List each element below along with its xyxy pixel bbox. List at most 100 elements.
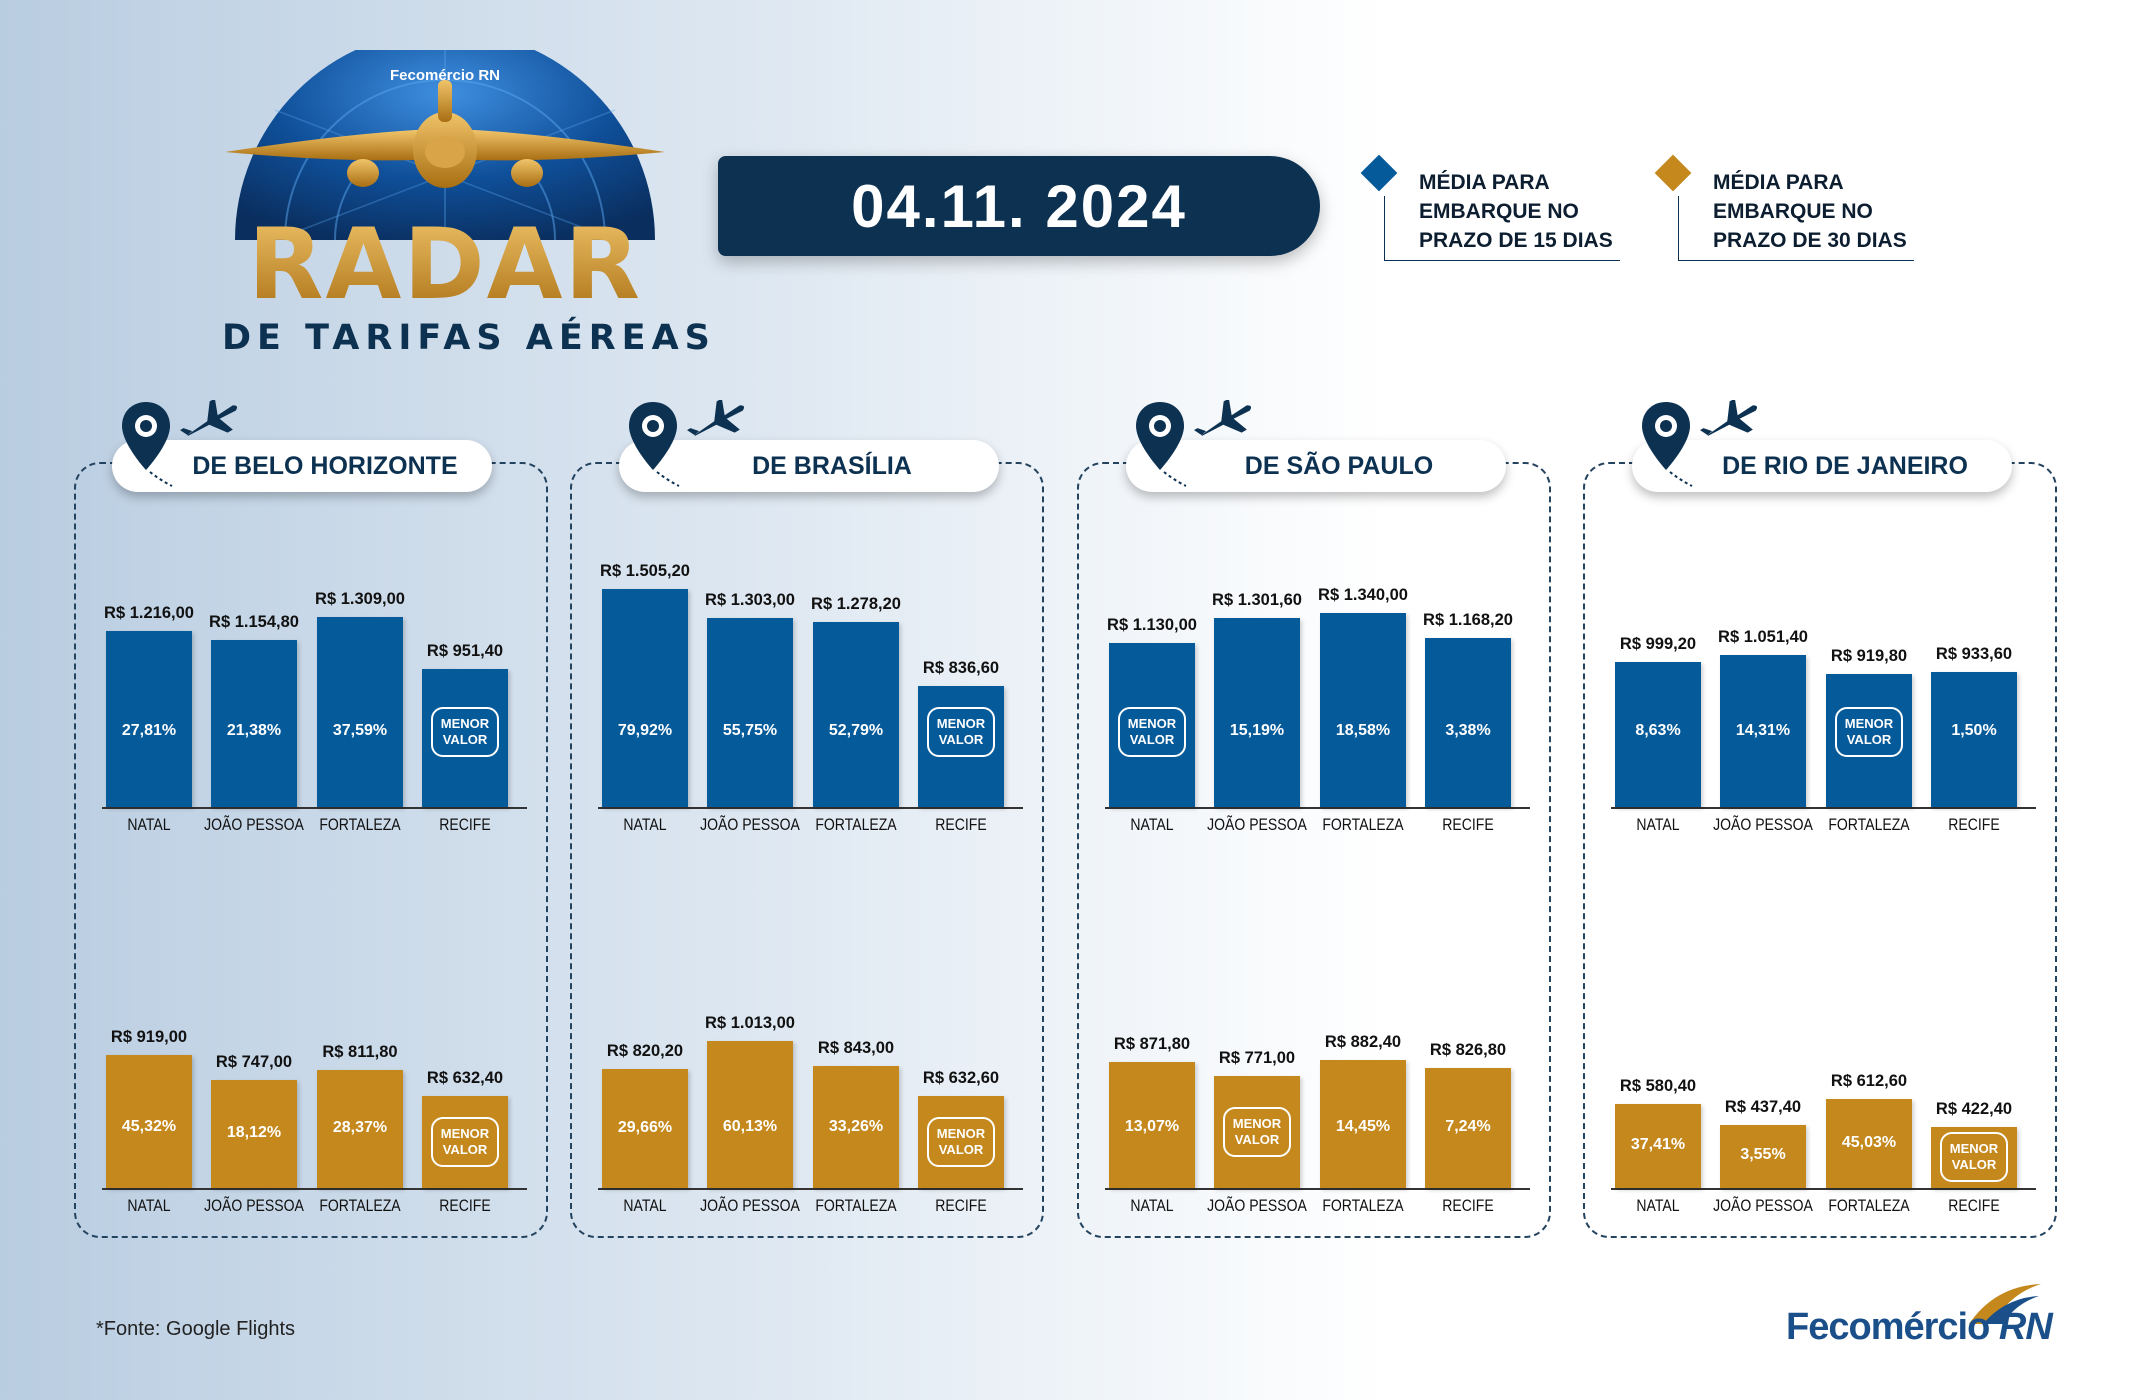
- bar-value-label: R$ 612,60: [1830, 1072, 1908, 1091]
- bar-value-label: R$ 1.301,60: [1212, 591, 1302, 610]
- panel-title-pill: [112, 440, 492, 492]
- map-pin-airplane-icon: [629, 400, 745, 487]
- bar: [813, 1065, 899, 1188]
- bar-percent-label: 45,32%: [121, 1118, 177, 1135]
- city-label: JOÃO PESSOA: [1713, 816, 1813, 834]
- bar-value-label: R$ 826,80: [1429, 1041, 1507, 1060]
- bar-percent-label: 1,50%: [1951, 722, 1997, 739]
- legend-line: MÉDIA PARA: [1713, 171, 1844, 194]
- city-label: RECIFE: [439, 816, 491, 834]
- chart-baseline: [1611, 1188, 2036, 1190]
- bar: [211, 639, 297, 807]
- city-label: JOÃO PESSOA: [1713, 1197, 1813, 1215]
- map-pin-airplane-icon: [122, 400, 238, 487]
- panel-title-pill: [619, 440, 999, 492]
- city-label: FORTALEZA: [815, 816, 897, 834]
- city-label: FORTALEZA: [1828, 816, 1910, 834]
- bar-value-label: R$ 919,00: [110, 1027, 188, 1046]
- lowest-price-badge: MENOR VALOR: [1118, 707, 1186, 757]
- bar-percent-label: 3,55%: [1740, 1146, 1786, 1164]
- bar: [317, 617, 403, 807]
- bar-value-label: R$ 771,00: [1218, 1049, 1296, 1068]
- bar-value-label: R$ 1.278,20: [811, 594, 901, 613]
- bar-value-label: R$ 999,20: [1619, 635, 1697, 654]
- bar-percent-label: 21,38%: [226, 722, 282, 739]
- lowest-price-badge: MENOR VALOR: [1223, 1107, 1291, 1158]
- bar-percent-label: 3,38%: [1445, 722, 1491, 739]
- brand-small: Fecomércio RN: [390, 67, 500, 84]
- bar-percent-label: 8,63%: [1635, 722, 1681, 739]
- city-label: NATAL: [623, 1197, 667, 1215]
- bar: [707, 1041, 793, 1188]
- bar: [707, 618, 793, 807]
- bar: [813, 621, 899, 807]
- lowest-price-badge: MENOR VALOR: [927, 707, 995, 757]
- city-label: JOÃO PESSOA: [700, 1197, 800, 1215]
- bar-value-label: R$ 871,80: [1113, 1034, 1191, 1053]
- diamond-icon: [1654, 154, 1692, 192]
- panel-title: DE RIO DE JANEIRO: [1722, 452, 1968, 480]
- bar-value-label: R$ 1.013,00: [705, 1014, 795, 1033]
- legend-line: EMBARQUE NO: [1713, 200, 1873, 223]
- bar-percent-label: 29,66%: [617, 1118, 673, 1136]
- city-label: RECIFE: [1442, 816, 1494, 834]
- bar-percent-label: 15,19%: [1229, 722, 1285, 739]
- logo-subtitle: DE TARIFAS AÉREAS: [222, 318, 716, 358]
- airplane-icon: [225, 80, 665, 188]
- bar: [1425, 637, 1511, 807]
- bar: [1320, 612, 1406, 807]
- chart-baseline: [1105, 1188, 1530, 1190]
- city-label: NATAL: [127, 1197, 171, 1215]
- footer-brand-logo: Fecomércio RN: [1786, 1306, 2053, 1349]
- city-label: NATAL: [1636, 1197, 1680, 1215]
- bar-value-label: R$ 811,80: [322, 1043, 398, 1062]
- panel-title: DE SÃO PAULO: [1244, 452, 1434, 480]
- bar-percent-label: 45,03%: [1841, 1133, 1897, 1151]
- city-label: RECIFE: [935, 1197, 987, 1215]
- bar-value-label: R$ 951,40: [426, 642, 504, 661]
- city-label: FORTALEZA: [319, 1197, 401, 1215]
- bar-percent-label: 79,92%: [617, 722, 673, 739]
- bar-value-label: R$ 437,40: [1724, 1097, 1802, 1116]
- map-pin-airplane-icon: [1642, 400, 1758, 487]
- bar-value-label: R$ 422,40: [1935, 1099, 2013, 1118]
- bar-value-label: R$ 933,60: [1935, 644, 2013, 663]
- lowest-price-badge: MENOR VALOR: [431, 707, 499, 757]
- radar-logo: Fecomércio RN RADAR: [225, 50, 665, 320]
- bar-percent-label: 55,75%: [722, 722, 778, 739]
- lowest-price-badge: MENOR VALOR: [1940, 1132, 2008, 1183]
- bar: [1109, 643, 1195, 807]
- bar-value-label: R$ 1.168,20: [1423, 610, 1513, 629]
- chart-baseline: [598, 807, 1023, 809]
- diamond-icon: [1360, 154, 1398, 192]
- bar: [106, 1054, 192, 1188]
- city-label: JOÃO PESSOA: [204, 1197, 304, 1215]
- legend-line: EMBARQUE NO: [1419, 200, 1579, 223]
- city-label: NATAL: [1636, 816, 1680, 834]
- bar: [1826, 673, 1912, 807]
- legend-line: PRAZO DE 30 DIAS: [1713, 229, 1907, 252]
- chart-baseline: [598, 1188, 1023, 1190]
- bar: [602, 1069, 688, 1188]
- city-label: FORTALEZA: [1322, 1197, 1404, 1215]
- city-label: FORTALEZA: [319, 816, 401, 834]
- city-label: JOÃO PESSOA: [1207, 816, 1307, 834]
- bar-percent-label: 14,31%: [1735, 722, 1791, 739]
- bar-value-label: R$ 1.154,80: [209, 612, 299, 631]
- city-label: RECIFE: [1948, 1197, 2000, 1215]
- bar: [1320, 1060, 1406, 1188]
- bar-value-label: R$ 882,40: [1324, 1033, 1402, 1052]
- bar-value-label: R$ 747,00: [215, 1052, 293, 1071]
- city-label: RECIFE: [935, 816, 987, 834]
- bar-value-label: R$ 1.303,00: [705, 591, 795, 610]
- source-note: *Fonte: Google Flights: [96, 1318, 295, 1340]
- bar: [1826, 1099, 1912, 1188]
- footer-brand-suffix: RN: [1998, 1306, 2053, 1348]
- bar-value-label: R$ 843,00: [817, 1038, 895, 1057]
- bar-value-label: R$ 580,40: [1619, 1076, 1697, 1095]
- city-label: JOÃO PESSOA: [700, 816, 800, 834]
- city-label: JOÃO PESSOA: [1207, 1197, 1307, 1215]
- city-label: NATAL: [127, 816, 171, 834]
- bar-percent-label: 7,24%: [1445, 1118, 1491, 1136]
- city-label: FORTALEZA: [1322, 816, 1404, 834]
